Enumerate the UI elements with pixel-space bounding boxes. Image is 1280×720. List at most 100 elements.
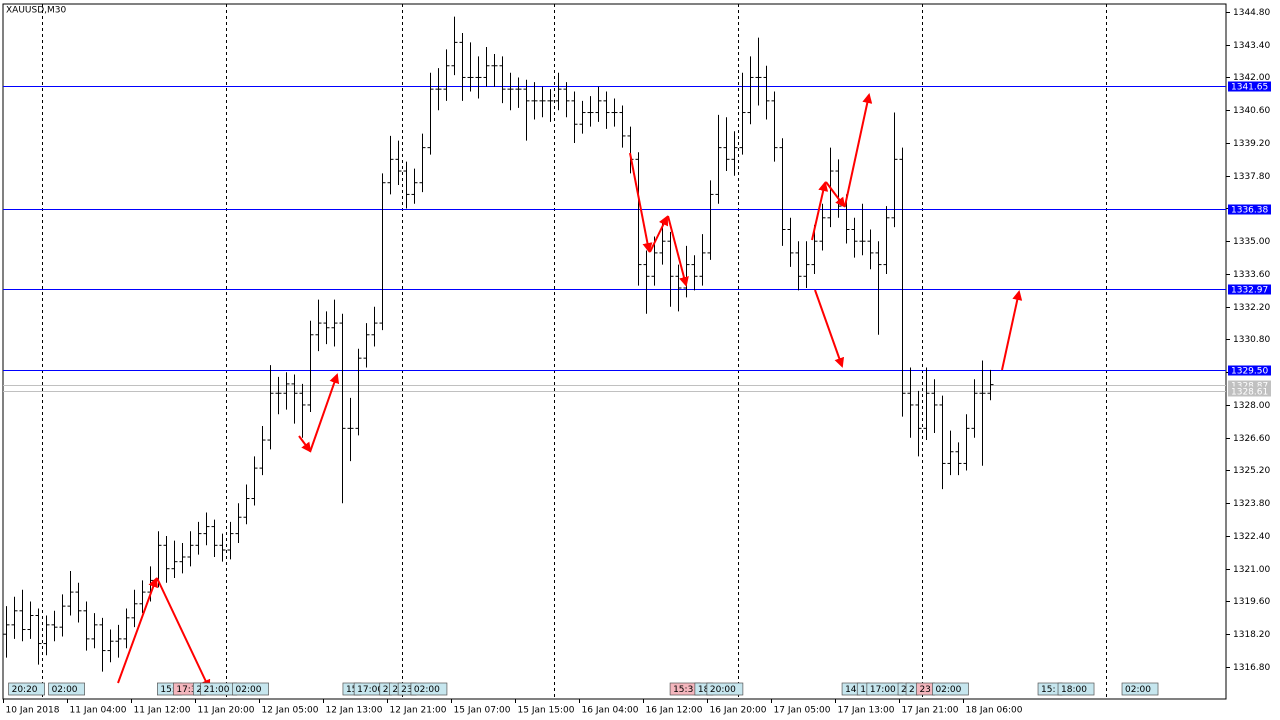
event-box [1121,682,1159,696]
event-label: 02:00 [1125,685,1151,695]
event-label: 2 [901,685,907,695]
event-box [410,682,448,696]
arrow [1001,290,1023,371]
arrow [667,215,689,287]
event-label: 15:3 [673,685,693,695]
price-level-box [1228,81,1271,92]
y-tick-label: 1326.60 [1233,434,1270,444]
arrow [156,577,211,690]
arrows [117,93,1023,690]
price-level-label: 1332.97 [1231,286,1268,296]
y-tick-label: 1339.20 [1233,139,1270,149]
event-label: 17:3 [176,685,196,695]
grid [42,4,1107,699]
event-label: 18:00 [1061,685,1087,695]
y-tick-label: 1325.20 [1233,466,1270,476]
arrow [814,289,845,368]
event-box [1057,682,1095,696]
price-level-label: 1328.61 [1231,388,1268,398]
event-box [232,682,269,696]
y-tick-label: 1321.00 [1233,565,1270,575]
arrow [117,577,158,684]
y-tick-label: 1333.60 [1233,270,1270,280]
chart-title: XAUUSD,M30 [6,6,66,16]
event-box [932,682,969,696]
price-level-box [1228,204,1271,215]
y-tick-label: 1340.60 [1233,106,1270,116]
arrow [844,93,873,207]
event-label: 1 [860,685,866,695]
event-label: 17:00 [870,685,896,695]
event-label: 15: [1041,685,1055,695]
event-box [8,682,45,696]
event-label: 2 [392,685,398,695]
y-tick-label: 1343.40 [1233,41,1270,51]
event-label: 14 [845,685,857,695]
y-tick-label: 1318.20 [1233,630,1270,640]
y-tick-label: 1342.00 [1233,73,1270,83]
price-level-box [1228,365,1271,376]
event-label: 2 [196,685,202,695]
axes: 1316.80 1318.20 1319.60 1321.00 1322.40 1323.… [3,8,1271,716]
event-label: 17:00 [357,685,383,695]
arrow [298,435,312,453]
event-label: 20:20 [12,685,38,695]
event-label: 15 [346,685,357,695]
y-tick-label: 1335.00 [1233,237,1270,247]
event-label: 2 [383,685,389,695]
event-label: 2 [909,685,915,695]
event-label: 23 [919,685,930,695]
price-level-label: 1329.50 [1231,367,1268,377]
bars [3,16,994,672]
events: 20:20 02:00 15: 17:3 2 21:00 02:00 15 17:00 2 2 23 0… [8,682,1159,696]
levels [3,86,1226,392]
y-tick-label: 1316.80 [1233,663,1270,673]
price-level-box [1228,380,1271,391]
arrow [629,152,653,253]
x-tick-label: 12 Jan 21:00 [390,706,447,716]
event-label: 18 [698,685,710,695]
event-label: 21:00 [204,685,230,695]
y-tick-label: 1328.00 [1233,401,1270,411]
arrow [825,181,846,208]
event-label: 02:00 [236,685,262,695]
event-label: 15: [160,685,174,695]
x-tick-label: 16 Jan 12:00 [646,706,703,716]
x-tick-label: 12 Jan 13:00 [326,706,383,716]
y-tick-label: 1337.80 [1233,172,1270,182]
x-tick-label: 11 Jan 12:00 [134,706,191,716]
price-level-label: 1341.65 [1231,83,1268,93]
event-box [706,682,744,696]
event-label: 02:00 [52,685,78,695]
event-label: 20:00 [710,685,736,695]
y-tick-label: 1332.20 [1233,303,1270,313]
event-label: 02:00 [935,685,961,695]
y-tick-label: 1323.80 [1233,499,1270,509]
price-level-label: 1336.38 [1231,206,1268,216]
x-tick-label: 18 Jan 06:00 [966,706,1023,716]
x-tick-label: 16 Jan 04:00 [582,706,639,716]
y-tick-label: 1344.80 [1233,8,1270,18]
x-tick-label: 12 Jan 05:00 [262,706,319,716]
arrow [811,181,829,241]
y-tick-label: 1330.80 [1233,335,1270,345]
x-tick-label: 17 Jan 21:00 [902,706,959,716]
event-label: 02:00 [414,685,440,695]
price-level-box [1228,284,1271,295]
x-tick-label: 15 Jan 15:00 [518,706,575,716]
x-tick-label: 16 Jan 20:00 [710,706,767,716]
x-tick-label: 17 Jan 13:00 [838,706,895,716]
arrow [649,215,669,253]
y-tick-label: 1319.60 [1233,597,1270,607]
x-tick-label: 17 Jan 05:00 [774,706,831,716]
x-tick-label: 10 Jan 2018 [6,706,60,716]
x-tick-label: 11 Jan 04:00 [70,706,127,716]
event-label: 23 [401,685,412,695]
price-level-box [1228,386,1271,397]
arrow [309,373,340,453]
x-tick-label: 11 Jan 20:00 [198,706,255,716]
y-tick-label: 1322.40 [1233,532,1270,542]
x-tick-label: 15 Jan 07:00 [454,706,511,716]
event-box [48,682,85,696]
